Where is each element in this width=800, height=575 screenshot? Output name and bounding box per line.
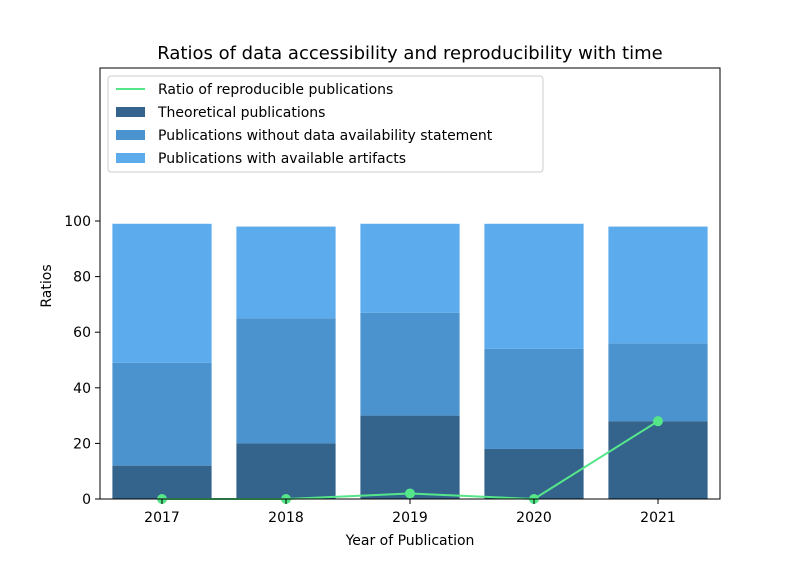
line-point-2019	[405, 488, 415, 499]
bar-2020-series-0	[484, 448, 584, 499]
bar-2019-series-0	[360, 415, 460, 499]
bar-2021-series-1	[608, 343, 708, 422]
bar-2021-series-2	[608, 226, 708, 344]
bar-2020-series-1	[484, 348, 584, 449]
legend-label: Publications with available artifacts	[158, 151, 406, 167]
y-tick-label: 80	[73, 270, 91, 286]
bar-2017-series-2	[112, 223, 212, 363]
bar-2020-series-2	[484, 223, 584, 349]
x-tick-label: 2018	[268, 510, 304, 526]
y-tick-label: 100	[64, 214, 91, 230]
y-axis-label: Ratios	[39, 264, 55, 307]
legend-swatch-bar	[116, 153, 145, 163]
line-point-2021	[653, 416, 663, 427]
x-tick-label: 2021	[640, 510, 676, 526]
axes-layer: 0 20 40 60 80 100 2017 2018 2019 2020 2021	[64, 67, 721, 526]
legend: Ratio of reproducible publications Theore…	[107, 75, 544, 173]
y-tick-label: 40	[73, 381, 91, 397]
legend-label: Publications without data availability s…	[158, 128, 493, 144]
legend-swatch-bar	[116, 130, 145, 140]
y-tick-label: 60	[73, 325, 91, 341]
legend-swatch-bar	[116, 107, 145, 117]
legend-box	[107, 75, 544, 173]
bar-2017-series-1	[112, 362, 212, 466]
bar-2018-series-2	[236, 226, 336, 319]
bar-2017-series-0	[112, 465, 212, 499]
y-tick-label: 0	[82, 492, 91, 508]
chart-title: Ratios of data accessibility and reprodu…	[157, 43, 662, 64]
bar-2018-series-1	[236, 318, 336, 444]
y-tick-label: 20	[73, 436, 91, 452]
legend-label: Theoretical publications	[157, 105, 325, 121]
bar-2021-series-0	[608, 421, 708, 499]
x-axis-label: Year of Publication	[345, 533, 475, 549]
bars-layer	[112, 223, 708, 499]
x-tick-label: 2019	[392, 510, 428, 526]
bar-2019-series-2	[360, 223, 460, 313]
x-tick-label: 2017	[144, 510, 180, 526]
legend-label: Ratio of reproducible publications	[158, 82, 393, 98]
bar-2018-series-0	[236, 443, 336, 499]
x-tick-label: 2020	[516, 510, 552, 526]
bar-2019-series-1	[360, 312, 460, 416]
